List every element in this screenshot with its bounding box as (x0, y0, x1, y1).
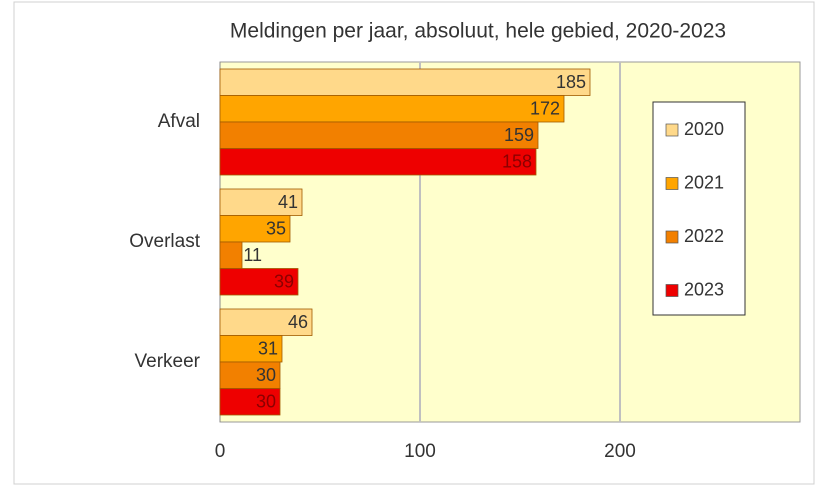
data-label: 31 (258, 339, 278, 359)
bar (219, 241, 243, 269)
bar (219, 388, 281, 416)
bar (219, 95, 565, 123)
bar (219, 68, 591, 96)
bar (219, 335, 283, 363)
bar (219, 188, 303, 216)
data-label: 35 (266, 219, 286, 239)
data-label: 30 (256, 392, 276, 412)
data-label: 172 (530, 99, 560, 119)
legend-label: 2023 (684, 279, 724, 299)
bar (219, 121, 539, 149)
legend-box (652, 101, 746, 316)
data-label: 11 (243, 245, 262, 265)
legend-swatch (665, 230, 679, 244)
bar (219, 361, 281, 389)
x-tick-label: 0 (215, 441, 226, 462)
legend-swatch (665, 123, 679, 137)
data-label: 30 (256, 365, 276, 385)
y-tick-label: Afval (158, 111, 200, 132)
data-label: 46 (288, 312, 308, 332)
data-label: 39 (274, 272, 294, 292)
x-tick-label: 100 (404, 441, 436, 462)
legend-label: 2022 (684, 226, 724, 246)
legend-label: 2021 (684, 172, 724, 192)
y-tick-label: Verkeer (135, 351, 201, 372)
data-label: 41 (278, 192, 298, 212)
y-tick-label: Overlast (129, 231, 200, 252)
data-label: 185 (556, 72, 586, 92)
legend-swatch (665, 284, 679, 297)
bar (219, 215, 291, 243)
bar (219, 268, 299, 296)
data-label: 158 (502, 152, 532, 172)
bar (219, 148, 537, 176)
legend-swatch (665, 177, 679, 190)
x-tick-label: 200 (604, 441, 636, 462)
legend-label: 2020 (684, 119, 724, 139)
data-label: 159 (504, 125, 534, 145)
chart-title: Meldingen per jaar, absoluut, hele gebie… (230, 20, 726, 43)
